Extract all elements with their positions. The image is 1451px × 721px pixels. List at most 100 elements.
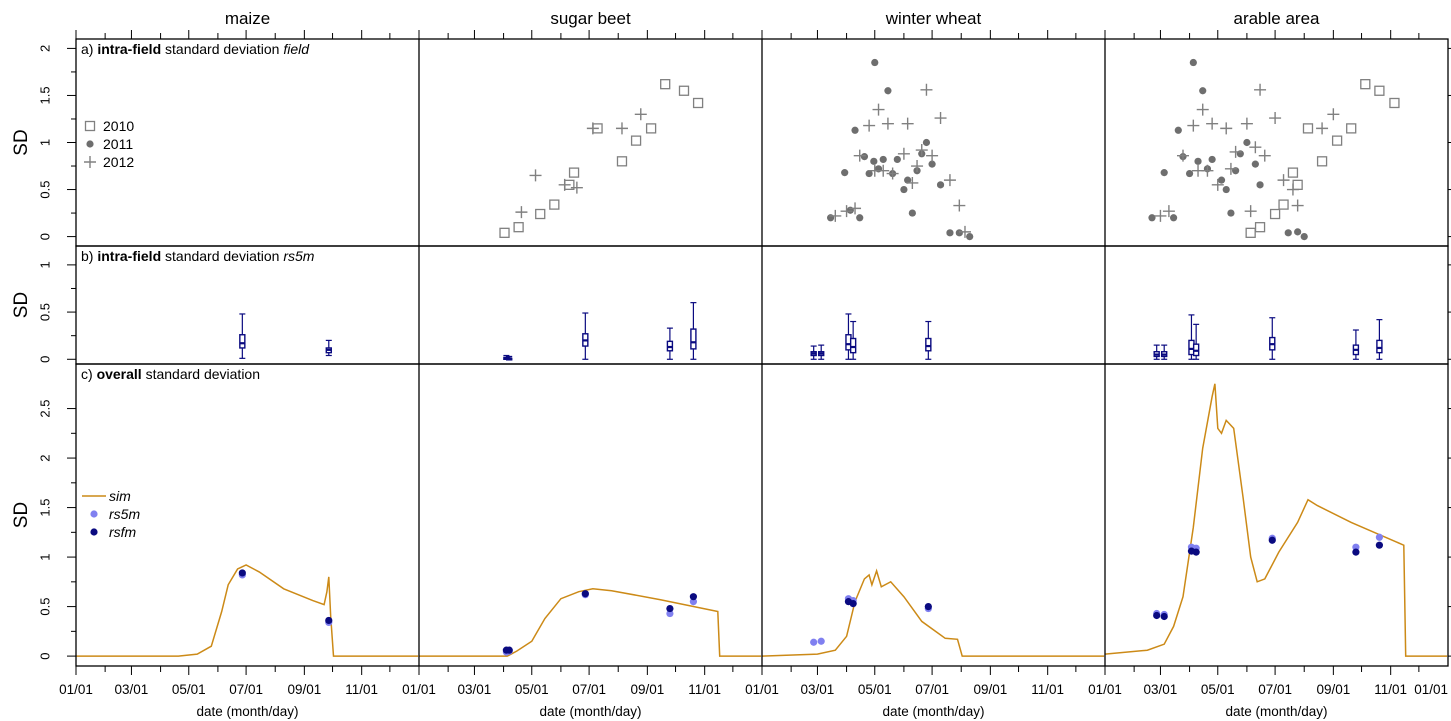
scatter-point-2012 — [1277, 174, 1290, 187]
scatter-point-2012 — [1229, 145, 1242, 158]
column-title: arable area — [1233, 9, 1320, 28]
scatter-point-2010 — [568, 167, 580, 178]
rs5m-point — [1375, 533, 1383, 541]
x-tick-label: 07/01 — [229, 682, 263, 697]
rsfm-point — [666, 604, 674, 613]
x-tick-label: 03/01 — [115, 682, 149, 697]
rsfm-point — [1153, 611, 1161, 620]
rs5m-point — [1352, 543, 1360, 551]
scatter-point-2012 — [911, 160, 924, 173]
scatter-point-2011 — [893, 155, 901, 164]
scatter-point-2011 — [936, 181, 945, 189]
scatter-point-2010 — [1269, 208, 1281, 220]
scatter-point-2011 — [1251, 160, 1259, 168]
scatter-point-2010 — [1360, 79, 1371, 90]
rs5m-point — [666, 609, 674, 618]
x-tick-label: 11/01 — [688, 682, 721, 697]
x-tick-label: 09/01 — [630, 682, 664, 697]
scatter-point-2012 — [943, 174, 956, 187]
x-tick-label: 01/01 — [745, 682, 779, 697]
scatter-point-2011 — [1256, 181, 1264, 189]
sim-line — [1104, 383, 1448, 657]
column-title: maize — [225, 9, 270, 28]
x-tick-label: 01/01 — [402, 682, 436, 697]
rsfm-point — [924, 602, 932, 611]
scatter-point-2010 — [660, 79, 671, 90]
scatter-point-2010 — [678, 85, 690, 96]
boxplot-box — [1376, 339, 1383, 354]
scatter-point-2010 — [1245, 227, 1256, 238]
scatter-point-2012 — [570, 181, 583, 194]
scatter-point-2012 — [615, 122, 628, 135]
scatter-point-2012 — [953, 199, 966, 212]
x-tick-label: 05/01 — [1201, 682, 1235, 697]
scatter-point-2010 — [1278, 199, 1289, 210]
scatter-point-2012 — [1291, 199, 1304, 212]
scatter-point-2012 — [1249, 141, 1262, 154]
y-tick-label: 1 — [37, 261, 52, 268]
y-tick-label: 0 — [37, 356, 52, 363]
scatter-point-2011 — [1294, 228, 1302, 236]
scatter-point-2012 — [1224, 162, 1237, 175]
scatter-point-2012 — [829, 209, 842, 222]
scatter-point-2012 — [634, 108, 647, 121]
rs5m-point — [689, 598, 698, 606]
scatter-point-2012 — [920, 83, 933, 96]
x-tick-label: 11/01 — [345, 682, 378, 697]
y-tick-label: 1.5 — [37, 86, 52, 104]
scatter-point-2011 — [856, 214, 864, 222]
y-tick-label: 2 — [37, 45, 52, 52]
scatter-point-2011 — [1243, 138, 1251, 147]
column-title: sugar beet — [550, 9, 631, 28]
scatter-point-2010 — [513, 222, 524, 233]
scatter-point-2010 — [499, 227, 510, 238]
scatter-point-2010 — [692, 97, 704, 109]
rs5m-point — [810, 638, 818, 646]
scatter-point-2012 — [1327, 108, 1340, 121]
legend-label: rsfm — [109, 524, 137, 540]
y-tick-label: 0.5 — [37, 303, 52, 321]
y-tick-label: 2 — [37, 454, 52, 461]
scatter-point-2011 — [928, 160, 936, 168]
x-axis-label: date (month/day) — [539, 704, 641, 719]
y-axis-label: SD — [11, 292, 32, 318]
scatter-point-2010 — [1287, 167, 1299, 178]
rsfm-point — [1160, 612, 1168, 621]
x-tick-label: 05/01 — [515, 682, 549, 697]
scatter-point-2011 — [851, 126, 859, 134]
y-axis-label: SD — [11, 129, 32, 155]
scatter-point-2012 — [1220, 122, 1233, 135]
x-tick-label: 09/01 — [287, 682, 321, 697]
x-tick-label: 09/01 — [1316, 682, 1350, 697]
scatter-point-2011 — [841, 169, 849, 177]
scatter-point-2012 — [926, 149, 939, 162]
scatter-point-2010 — [616, 156, 628, 167]
legend-label: 2010 — [103, 118, 134, 134]
scatter-point-2011 — [1189, 58, 1197, 67]
x-tick-label: 11/01 — [1031, 682, 1064, 697]
scatter-point-2012 — [853, 149, 866, 162]
y-tick-label: 0 — [37, 233, 52, 240]
rsfm-point — [581, 590, 589, 598]
rsfm-point — [1375, 541, 1383, 549]
rs5m-point — [817, 637, 825, 645]
legend-marker — [84, 120, 96, 132]
rsfm-point — [689, 593, 698, 601]
y-tick-label: 1 — [37, 139, 52, 146]
scatter-point-2011 — [946, 229, 954, 237]
scatter-point-2011 — [966, 232, 974, 241]
rsfm-point — [849, 600, 857, 608]
scatter-point-2011 — [879, 155, 887, 164]
x-tick-label: 03/01 — [1144, 682, 1178, 697]
scatter-point-2011 — [1227, 209, 1235, 217]
rsfm-point — [238, 569, 246, 577]
scatter-point-2011 — [884, 87, 892, 95]
scatter-point-2012 — [1162, 205, 1175, 218]
scatter-point-2012 — [1316, 122, 1329, 135]
scatter-point-2012 — [881, 117, 894, 130]
x-axis-label: date (month/day) — [196, 704, 298, 719]
scatter-point-2011 — [1222, 185, 1230, 194]
scatter-point-2012 — [1211, 178, 1224, 191]
x-tick-label: 09/01 — [973, 682, 1007, 697]
rsfm-point — [1268, 536, 1276, 544]
